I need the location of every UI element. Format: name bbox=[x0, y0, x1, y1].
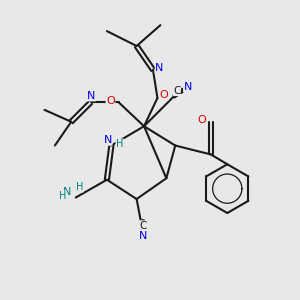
Text: N: N bbox=[103, 135, 112, 145]
Text: O: O bbox=[106, 96, 115, 106]
Text: N: N bbox=[63, 187, 72, 197]
Text: C: C bbox=[139, 221, 146, 231]
Text: N: N bbox=[155, 63, 164, 73]
Text: N: N bbox=[184, 82, 192, 92]
Text: O: O bbox=[198, 115, 206, 125]
Text: H: H bbox=[58, 191, 66, 201]
Text: O: O bbox=[160, 90, 168, 100]
Text: C: C bbox=[173, 85, 180, 96]
Text: H: H bbox=[116, 139, 123, 149]
Text: N: N bbox=[138, 231, 147, 241]
Text: H: H bbox=[76, 182, 83, 192]
Text: N: N bbox=[87, 91, 95, 101]
